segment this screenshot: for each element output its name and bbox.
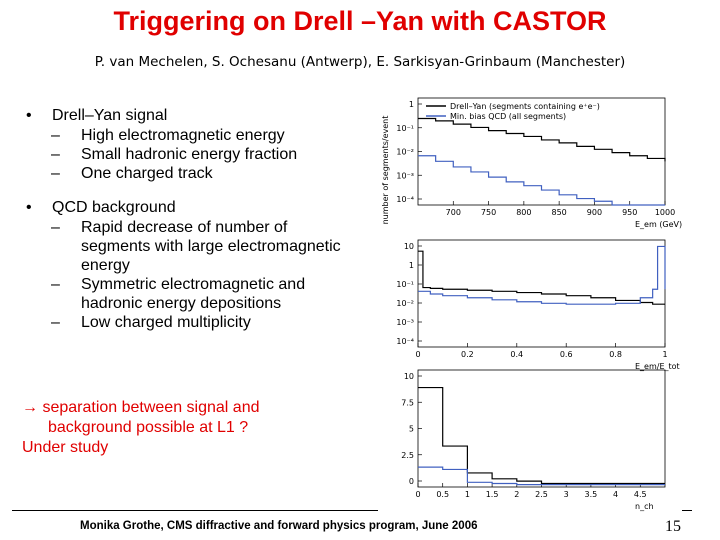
y-tick-label: 10⁻⁴: [396, 337, 414, 346]
x-tick-label: 900: [587, 208, 602, 217]
dash-icon: –: [51, 127, 60, 144]
dash-icon: –: [51, 276, 60, 293]
page-number: 15: [665, 518, 681, 535]
x-tick-label: 4.5: [634, 490, 647, 499]
sub-bullet: – Rapid decrease of number of segments wi…: [26, 218, 356, 275]
sub-bullet: – One charged track: [26, 164, 356, 183]
legend-entry: Min. bias QCD (all segments): [450, 112, 566, 121]
x-tick-label: 750: [481, 208, 496, 217]
y-tick-label: 10⁻¹: [396, 124, 414, 133]
x-tick-label: 0: [415, 350, 420, 359]
conclusion: → separation between signal and backgrou…: [22, 398, 352, 458]
series-line-0-1: [418, 155, 665, 206]
series-line-1-0: [418, 250, 665, 305]
bullet-list: • Drell–Yan signal – High electromagnetic …: [26, 106, 356, 332]
sub-bullet-text: Rapid decrease of number of segments wit…: [81, 219, 341, 274]
x-tick-label: 1: [465, 490, 470, 499]
x-axis-label: E_em/E_tot: [635, 362, 680, 371]
x-tick-label: 2.5: [535, 490, 548, 499]
x-tick-label: 1000: [655, 208, 675, 217]
y-tick-label: 0: [409, 477, 414, 486]
bullet-dot-icon: •: [26, 107, 32, 124]
series-line-0-0: [418, 117, 666, 162]
x-tick-label: 1: [662, 350, 667, 359]
conclusion-line: Under study: [22, 439, 109, 456]
y-tick-label: 10⁻³: [396, 318, 414, 327]
x-tick-label: 950: [622, 208, 637, 217]
y-tick-label: 10⁻⁴: [396, 195, 414, 204]
sub-bullet-text: One charged track: [81, 165, 213, 182]
x-tick-label: 0.8: [609, 350, 622, 359]
y-tick-label: 1: [409, 100, 414, 109]
series-line-2-1: [418, 466, 665, 486]
conclusion-line: → separation between signal and: [22, 399, 260, 416]
x-tick-label: 2: [514, 490, 519, 499]
conclusion-line: background possible at L1 ?: [48, 419, 249, 436]
bullet-background: • QCD background: [26, 198, 356, 218]
y-tick-label: 2.5: [401, 451, 414, 460]
bullet-label: QCD background: [52, 199, 176, 216]
y-tick-label: 10⁻²: [396, 299, 414, 308]
sub-bullet: – Symmetric electromagnetic and hadronic …: [26, 275, 356, 313]
sub-bullet-text: Small hadronic energy fraction: [81, 146, 298, 163]
x-tick-label: 0.4: [510, 350, 523, 359]
x-axis-label: n_ch: [635, 502, 654, 511]
authors-line: P. van Mechelen, S. Ochesanu (Antwerp), …: [94, 54, 626, 70]
x-tick-label: 0.2: [461, 350, 474, 359]
x-tick-label: 3.5: [585, 490, 598, 499]
x-axis-label: E_em (GeV): [635, 220, 682, 229]
x-tick-label: 800: [516, 208, 531, 217]
x-tick-label: 4: [613, 490, 618, 499]
plot-frame-1: [417, 239, 666, 348]
legend-entry: Drell–Yan (segments containing e⁺e⁻): [450, 102, 600, 111]
bullet-label: Drell–Yan signal: [52, 107, 168, 124]
x-tick-label: 0: [415, 490, 420, 499]
x-tick-label: 850: [552, 208, 567, 217]
x-tick-label: 1.5: [486, 490, 499, 499]
x-tick-label: 700: [446, 208, 461, 217]
footer-text: Monika Grothe, CMS diffractive and forwa…: [80, 520, 478, 532]
x-tick-label: 3: [564, 490, 569, 499]
y-tick-label: 7.5: [401, 398, 414, 407]
y-axis-label: number of segments/event: [381, 116, 390, 225]
y-tick-label: 10⁻¹: [396, 280, 414, 289]
sub-bullet-text: High electromagnetic energy: [81, 127, 285, 144]
y-tick-label: 10: [404, 372, 414, 381]
sub-bullet-text: Symmetric electromagnetic and hadronic e…: [81, 276, 306, 312]
series-line-2-0: [418, 386, 665, 485]
x-tick-label: 0.5: [436, 490, 449, 499]
sub-bullet-text: Low charged multiplicity: [81, 314, 251, 331]
dash-icon: –: [51, 165, 60, 182]
y-tick-label: 10⁻²: [396, 148, 414, 157]
sub-bullet: – High electromagnetic energy: [26, 126, 356, 145]
sub-bullet: – Low charged multiplicity: [26, 313, 356, 332]
bullet-dot-icon: •: [26, 199, 32, 216]
y-tick-label: 1: [409, 261, 414, 270]
slide-title: Triggering on Drell –Yan with CASTOR: [113, 6, 607, 36]
bullet-signal: • Drell–Yan signal: [26, 106, 356, 126]
y-tick-label: 10⁻³: [396, 171, 414, 180]
dash-icon: –: [51, 314, 60, 331]
sub-bullet: – Small hadronic energy fraction: [26, 145, 356, 164]
y-tick-label: 5: [409, 425, 414, 434]
series-line-1-1: [418, 245, 666, 305]
x-tick-label: 0.6: [560, 350, 573, 359]
footer-rule: [12, 510, 378, 511]
dash-icon: –: [51, 219, 60, 236]
y-tick-label: 10: [404, 242, 414, 251]
footer-rule-right: [682, 510, 692, 511]
dash-icon: –: [51, 146, 60, 163]
